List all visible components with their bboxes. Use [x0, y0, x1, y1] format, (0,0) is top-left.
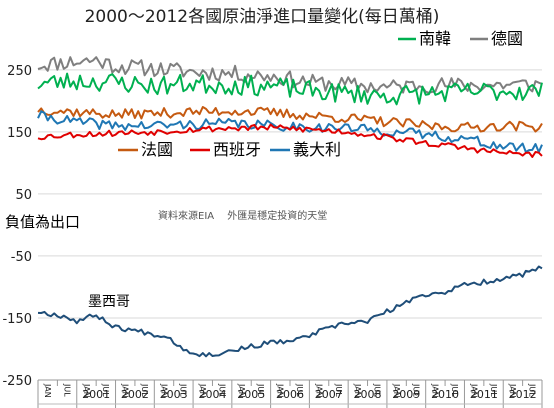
month-tick-label: JUL — [140, 383, 149, 397]
y-tick-label: 150 — [7, 126, 32, 141]
legend-label: 西班牙 — [213, 140, 261, 159]
y-tick-label: -150 — [2, 312, 32, 327]
year-label: 2007 — [315, 388, 343, 401]
month-tick-label: JAN — [159, 383, 168, 398]
month-tick-label: JAN — [314, 383, 323, 398]
month-tick-label: JUL — [528, 383, 537, 397]
year-label: 2008 — [354, 388, 382, 401]
legend-label: 義大利 — [293, 140, 341, 159]
year-label: 2012 — [509, 388, 537, 401]
source-note: 資料來源EIA 外匯是穩定投資的天堂 — [158, 209, 327, 222]
legend-label: 法國 — [141, 140, 173, 159]
month-tick-label: JUL — [217, 383, 226, 397]
series-line-西班牙 — [37, 123, 543, 158]
negative-note: 負值為出口 — [5, 213, 80, 231]
month-tick-label: JAN — [82, 383, 91, 398]
year-label: 2002 — [121, 388, 149, 401]
year-label: 2011 — [470, 388, 498, 401]
month-tick-label: JUL — [411, 383, 420, 397]
series-line-墨西哥 — [37, 265, 543, 358]
y-tick-label: -50 — [11, 250, 32, 265]
month-tick-label: JAN — [43, 383, 52, 398]
month-tick-label: JUL — [489, 383, 498, 397]
month-tick-label: JAN — [392, 383, 401, 398]
y-axis: 250 150 50 -50 -150 -250 — [2, 64, 32, 389]
y-tick-label: -250 — [2, 374, 32, 389]
series-line-德國 — [37, 56, 543, 94]
month-tick-label: JAN — [431, 383, 440, 398]
x-axis: JAN JUL JAN JUL JAN JUL JAN JUL JAN JUL JAN JUL JAN J… — [37, 379, 543, 408]
series-lines — [37, 56, 543, 358]
chart-title: 2000～2012各國原油淨進口量變化(每日萬桶) — [85, 7, 440, 27]
year-label: 2004 — [198, 388, 226, 401]
annotation-mexico: 墨西哥 — [88, 294, 130, 310]
month-tick-label: JUL — [334, 383, 343, 397]
year-label: 2005 — [237, 388, 265, 401]
month-tick-label: JAN — [198, 383, 207, 398]
year-label: 2009 — [392, 388, 420, 401]
y-tick-label: 250 — [7, 64, 32, 79]
month-tick-label: JUL — [179, 383, 188, 397]
month-tick-label: JUL — [450, 383, 459, 397]
month-tick-label: JUL — [62, 383, 71, 397]
month-tick-label: JAN — [353, 383, 362, 398]
series-line-法國 — [37, 106, 543, 133]
month-tick-label: JUL — [295, 383, 304, 397]
month-tick-label: JAN — [237, 383, 246, 398]
year-label: 2006 — [276, 388, 304, 401]
series-line-南韓 — [37, 72, 543, 106]
month-tick-label: JAN — [508, 383, 517, 398]
month-tick-label: JAN — [121, 383, 130, 398]
year-label: 2001 — [82, 388, 110, 401]
month-tick-label: JAN — [469, 383, 478, 398]
month-tick-label: JAN — [276, 383, 285, 398]
legend-label: 南韓 — [419, 29, 451, 48]
year-label: 2010 — [431, 388, 459, 401]
month-tick-label: JUL — [256, 383, 265, 397]
month-tick-label: JUL — [373, 383, 382, 397]
year-label: 2003 — [160, 388, 188, 401]
y-tick-label: 50 — [15, 188, 32, 203]
month-tick-label: JUL — [101, 383, 110, 397]
legend-label: 德國 — [491, 29, 523, 48]
